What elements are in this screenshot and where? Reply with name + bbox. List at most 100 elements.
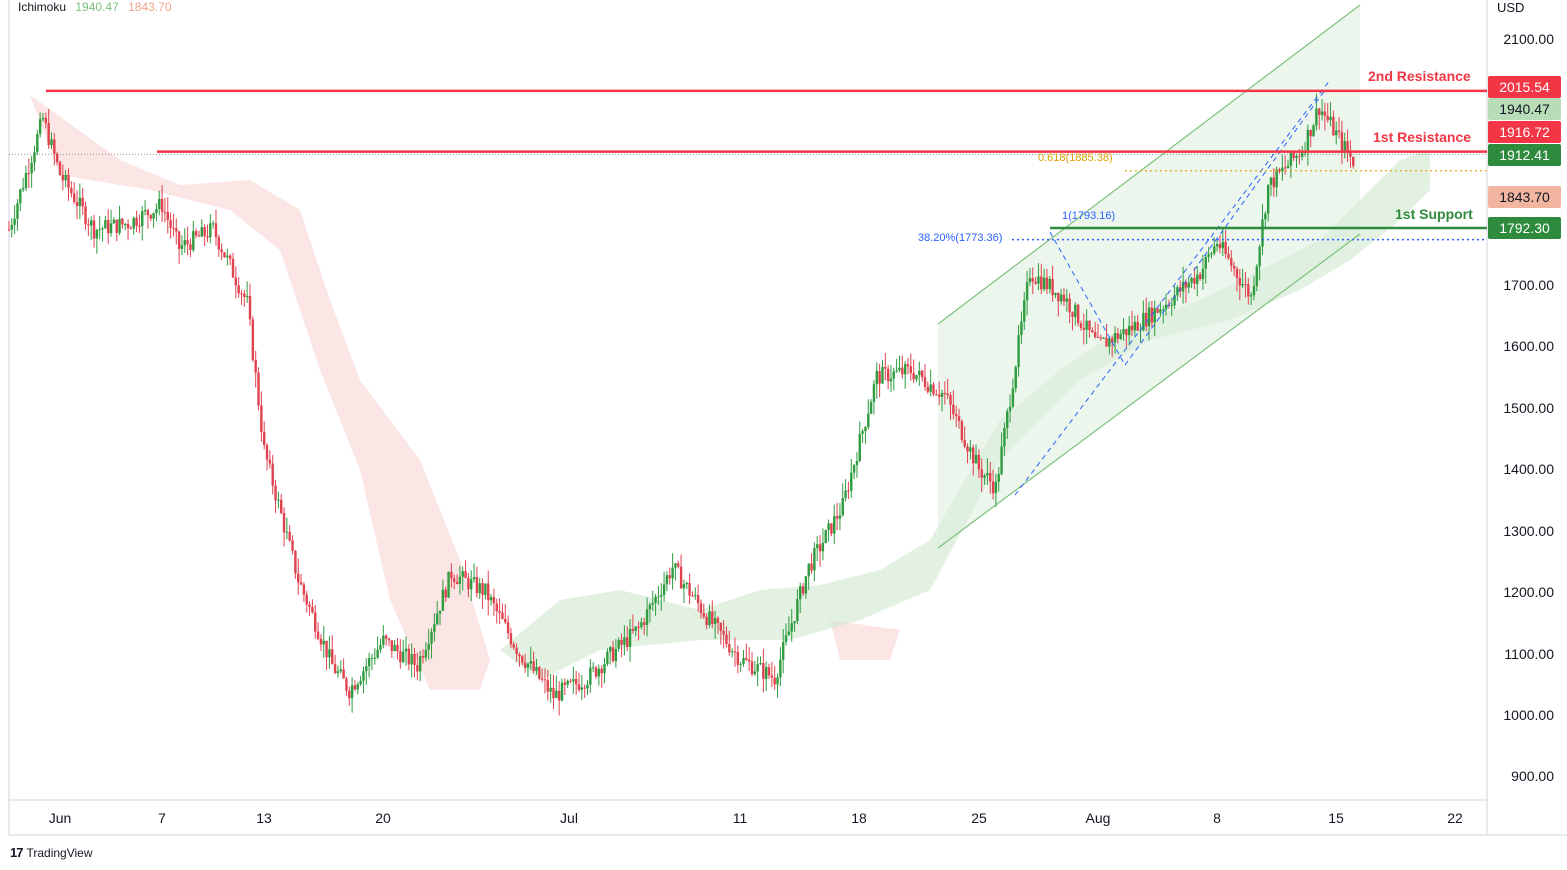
candle-body-34 <box>104 220 107 229</box>
candle-body-218 <box>626 637 629 647</box>
candle-body-172 <box>495 603 498 612</box>
x-tick-10: 15 <box>1328 810 1344 826</box>
ichimoku-legend: Ichimoku 1940.47 1843.70 <box>18 0 178 14</box>
candle-body-302 <box>864 427 867 432</box>
candle-body-194 <box>557 690 561 701</box>
candle-body-55 <box>163 211 167 213</box>
candle-body-7 <box>27 173 31 175</box>
candle-body-25 <box>78 197 82 206</box>
candle-body-407 <box>1162 309 1165 311</box>
fib-1-label: 1(1793.16) <box>1062 210 1116 222</box>
candle-body-73 <box>214 223 218 238</box>
candle-body-380 <box>1085 320 1088 330</box>
candle-body-79 <box>231 258 235 278</box>
candle-body-214 <box>614 648 618 662</box>
candle-body-355 <box>1014 367 1017 389</box>
candle-body-247 <box>708 611 711 626</box>
candle-body-230 <box>660 595 663 597</box>
candle-body-471 <box>1343 141 1346 151</box>
candle-body-62 <box>183 240 186 246</box>
candle-body-1 <box>10 224 13 230</box>
candle-body-108 <box>314 612 317 632</box>
candle-body-47 <box>141 211 144 227</box>
candle-body-2 <box>13 218 16 225</box>
candle-body-255 <box>730 651 734 653</box>
candle-body-39 <box>118 218 121 234</box>
candle-body-261 <box>747 659 751 662</box>
candle-body-107 <box>311 606 314 613</box>
candle-body-274 <box>784 635 788 643</box>
candle-body-271 <box>776 677 779 685</box>
candle-body-202 <box>580 687 584 690</box>
candle-body-80 <box>234 277 238 286</box>
candle-body-399 <box>1139 330 1142 332</box>
candle-body-467 <box>1332 116 1335 136</box>
candle-body-31 <box>95 229 99 239</box>
candle-body-74 <box>217 237 221 250</box>
candle-body-5 <box>21 188 25 190</box>
candle-body-119 <box>345 678 348 691</box>
candle-body-165 <box>475 576 479 594</box>
candle-body-375 <box>1071 312 1074 317</box>
candle-body-360 <box>1028 278 1032 283</box>
candle-body-423 <box>1207 254 1210 257</box>
candle-body-310 <box>886 368 890 382</box>
candle-body-17 <box>55 153 59 163</box>
fib-618-label: 0.618(1885.38) <box>1038 152 1113 164</box>
candle-body-381 <box>1088 320 1091 331</box>
candle-body-87 <box>254 359 257 373</box>
candle-body-268 <box>767 667 771 676</box>
candle-body-361 <box>1031 278 1034 282</box>
candle-body-10 <box>36 134 39 153</box>
candle-body-118 <box>342 669 345 679</box>
candle-body-166 <box>478 583 481 594</box>
candle-body-431 <box>1230 258 1233 266</box>
candle-body-114 <box>331 649 334 665</box>
candle-body-263 <box>753 671 757 675</box>
candle-body-205 <box>589 667 592 685</box>
candle-body-339 <box>969 447 972 452</box>
candle-body-48 <box>143 210 147 212</box>
candle-body-402 <box>1147 307 1151 327</box>
candle-body-294 <box>841 498 844 516</box>
candle-body-251 <box>719 622 723 632</box>
candle-body-464 <box>1323 111 1327 116</box>
candle-body-86 <box>251 319 255 360</box>
candle-body-454 <box>1295 155 1298 159</box>
candle-body-147 <box>424 649 428 658</box>
x-tick-1: 7 <box>158 810 166 826</box>
candle-body-222 <box>637 626 640 628</box>
candle-body-309 <box>884 366 887 369</box>
candle-body-151 <box>435 613 439 625</box>
candle-body-430 <box>1227 253 1230 259</box>
tradingview-logo[interactable]: 17 TradingView <box>10 845 93 860</box>
candle-body-281 <box>804 576 808 594</box>
candle-body-144 <box>416 664 419 672</box>
candle-body-411 <box>1173 295 1176 306</box>
candle-body-179 <box>515 647 518 655</box>
candle-body-106 <box>308 604 311 607</box>
candle-body-176 <box>506 622 510 634</box>
candle-body-405 <box>1156 308 1159 313</box>
candle-body-234 <box>671 567 674 579</box>
candle-body-137 <box>396 644 399 652</box>
candle-body-291 <box>833 516 836 534</box>
candle-body-3 <box>16 203 19 219</box>
candle-body-57 <box>169 219 172 228</box>
y-tick-0: 2100.00 <box>1503 31 1554 47</box>
x-tick-0: Jun <box>49 810 72 826</box>
candle-body-266 <box>762 663 765 679</box>
candle-body-421 <box>1201 268 1205 280</box>
candle-body-148 <box>427 643 430 650</box>
candle-body-85 <box>248 295 252 320</box>
candle-body-4 <box>19 189 22 204</box>
candle-body-364 <box>1040 276 1043 290</box>
candle-body-449 <box>1281 167 1284 172</box>
candle-body-65 <box>192 231 195 250</box>
candle-body-124 <box>359 680 362 685</box>
candle-body-46 <box>138 225 141 227</box>
candle-body-158 <box>455 581 459 584</box>
candle-body-168 <box>484 583 487 595</box>
resistance-2-label: 2nd Resistance <box>1368 68 1471 84</box>
